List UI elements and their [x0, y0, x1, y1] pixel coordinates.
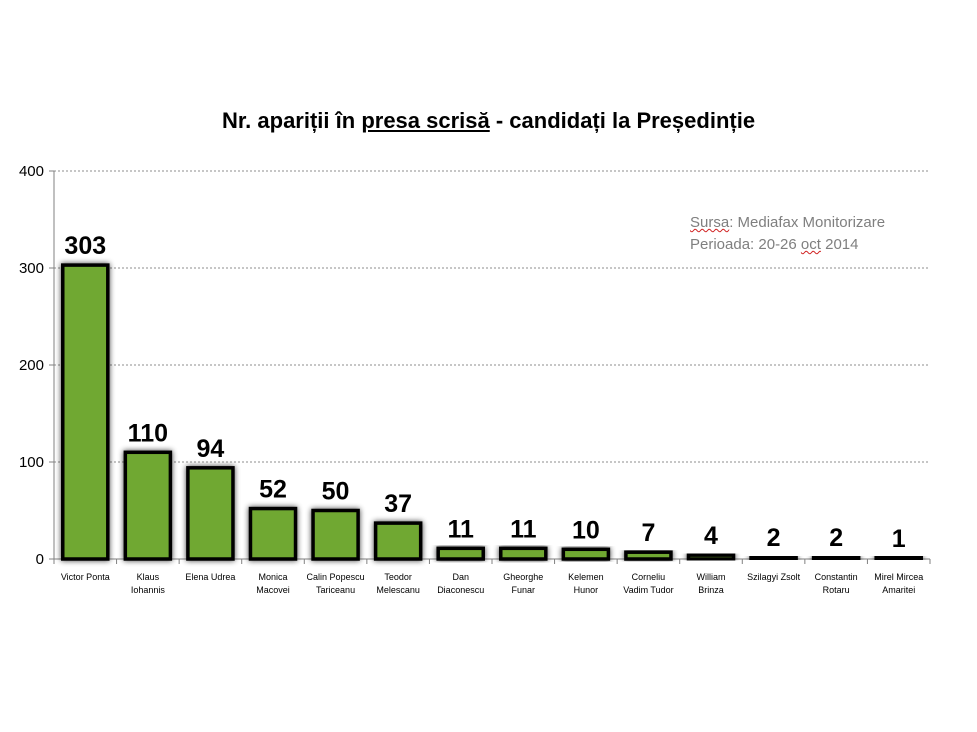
x-category-label: Rotaru	[823, 585, 850, 595]
bar	[624, 550, 673, 561]
x-category-label: Corneliu	[632, 572, 666, 582]
y-tick-label: 400	[19, 163, 44, 180]
bar	[186, 466, 235, 561]
x-category-label: Victor Ponta	[61, 572, 110, 582]
data-label: 52	[259, 476, 287, 504]
data-label: 11	[447, 515, 474, 543]
data-label: 303	[64, 232, 106, 260]
bar	[874, 555, 923, 561]
x-category-label: Tariceanu	[316, 585, 355, 595]
x-category-label: Vadim Tudor	[623, 585, 673, 595]
x-category-label: Teodor	[384, 572, 412, 582]
x-category-label: Macovei	[256, 585, 290, 595]
data-label: 94	[197, 435, 225, 463]
source-label: Sursa	[690, 214, 730, 231]
data-label: 1	[892, 525, 906, 553]
title-part-1: Nr. apariții în	[221, 108, 362, 133]
bar	[811, 555, 861, 561]
x-category-label: Elena Udrea	[185, 572, 235, 582]
x-category-label: Melescanu	[376, 585, 420, 595]
x-category-label: Funar	[512, 585, 536, 595]
x-category-label: Iohannis	[131, 585, 166, 595]
source-note: Sursa: Mediafax Monitorizare Perioada: 2…	[690, 212, 885, 256]
source-line: Sursa: Mediafax Monitorizare	[690, 212, 885, 234]
x-category-label: Amaritei	[882, 585, 915, 595]
x-category-label: Kelemen	[568, 572, 604, 582]
x-category-label: Monica	[258, 572, 287, 582]
bar	[499, 546, 548, 561]
y-tick-label: 200	[19, 357, 44, 374]
period-word: oct	[800, 236, 821, 253]
x-category-label: Gheorghe	[503, 572, 543, 582]
x-category-label: Klaus	[137, 572, 160, 582]
bar	[686, 553, 736, 561]
x-category-label: Dan	[452, 572, 469, 582]
bar	[749, 555, 798, 561]
chart-title: Nr. apariții în presa scrisă - candidați…	[0, 108, 977, 134]
x-category-label: Diaconescu	[437, 585, 484, 595]
x-category-label: Szilagyi Zsolt	[747, 572, 801, 582]
period-line: Perioada: 20-26 oct 2014	[690, 234, 885, 256]
data-label: 2	[829, 524, 843, 552]
bar	[61, 263, 110, 561]
data-label: 110	[128, 419, 168, 447]
y-tick-label: 300	[19, 260, 44, 277]
x-category-label: Brinza	[698, 585, 724, 595]
data-label: 10	[572, 516, 600, 544]
bar	[561, 547, 611, 561]
data-label: 50	[322, 478, 350, 506]
period-pre: Perioada: 20-26	[690, 236, 801, 253]
bar	[436, 546, 485, 561]
title-part-2: presa scrisă	[361, 108, 490, 133]
bar	[248, 506, 298, 561]
data-label: 37	[384, 490, 412, 518]
bar	[311, 508, 360, 561]
y-tick-label: 0	[36, 551, 44, 568]
y-tick-label: 100	[19, 454, 44, 471]
data-label: 2	[767, 524, 781, 552]
period-post: 2014	[820, 236, 859, 253]
x-category-label: Constantin	[815, 572, 858, 582]
data-label: 11	[510, 515, 537, 543]
title-part-3: - candidați la Președinție	[489, 108, 756, 133]
source-rest: : Mediafax Monitorizare	[729, 214, 886, 231]
data-label: 4	[704, 522, 718, 550]
bar	[373, 521, 423, 561]
x-category-label: Calin Popescu	[307, 572, 365, 582]
data-label: 7	[641, 519, 655, 547]
x-category-label: William	[697, 572, 726, 582]
x-category-label: Hunor	[574, 585, 599, 595]
x-category-label: Mirel Mircea	[874, 572, 923, 582]
bar	[123, 450, 173, 561]
